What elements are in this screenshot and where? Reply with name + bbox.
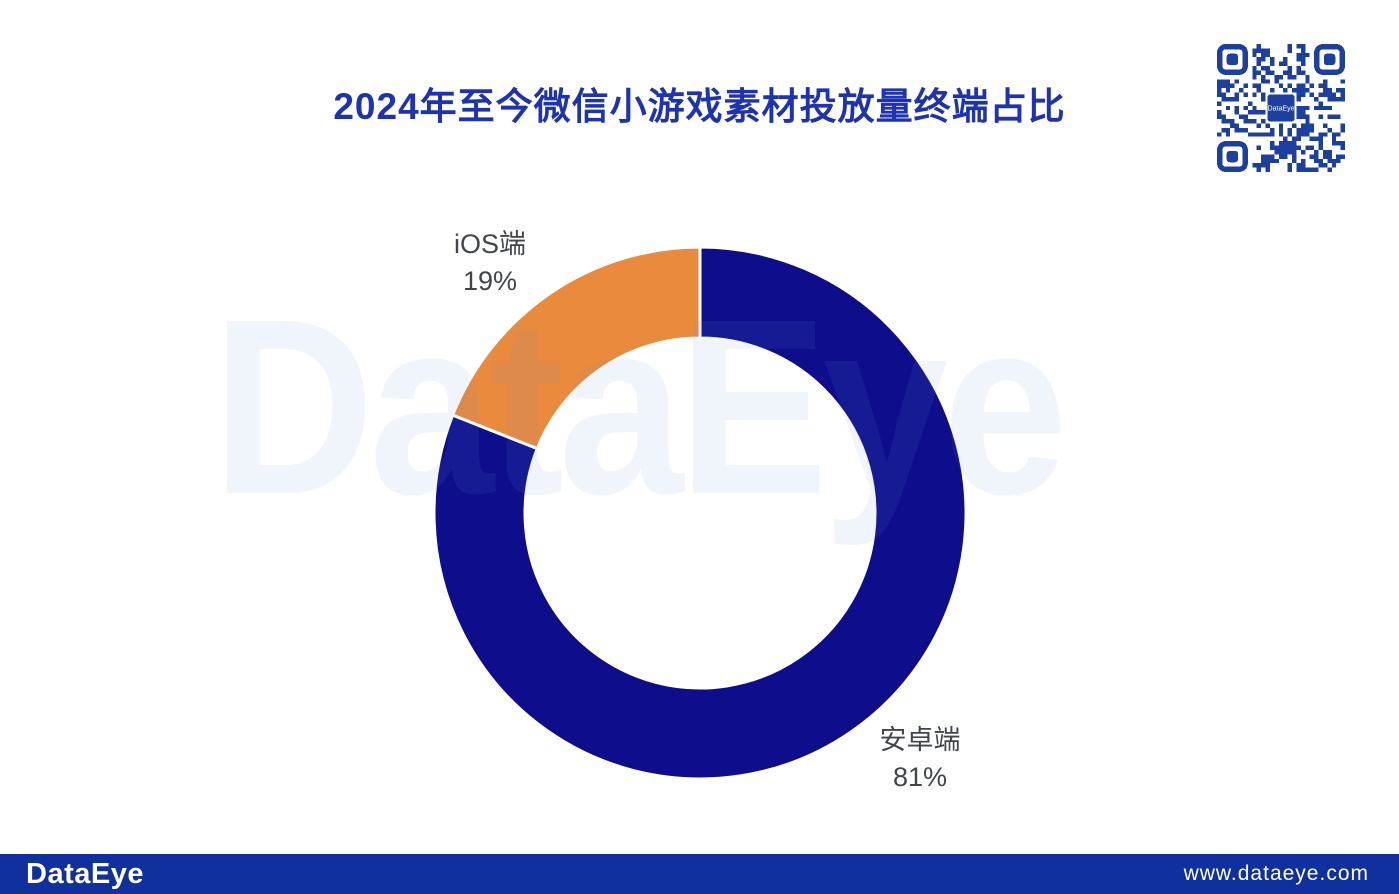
qr-center-logo-text: DataEye [1267, 105, 1294, 112]
footer-website-url: www.dataeye.com [1183, 862, 1369, 885]
slice-label-ios-name: iOS端 [453, 229, 526, 259]
slice-label-ios-percent: 19% [462, 266, 518, 296]
donut-slice-iOS端 [451, 245, 702, 451]
qr-code: DataEye [1217, 44, 1345, 172]
slice-label-android-percent: 81% [892, 762, 948, 792]
qr-matrix-svg: DataEye [1217, 44, 1345, 172]
slice-label-ios: iOS端 19% [415, 226, 565, 300]
slice-label-android: 安卓端 81% [845, 722, 995, 796]
page-title: 2024年至今微信小游戏素材投放量终端占比 [333, 86, 1066, 127]
footer-bar: DataEye www.dataeye.com [0, 854, 1399, 894]
footer-dataeye-logo: DataEye [26, 857, 144, 890]
donut-slice-安卓端 [432, 245, 968, 781]
qr-matrix: DataEye [1217, 44, 1345, 172]
slice-label-android-name: 安卓端 [879, 725, 961, 755]
